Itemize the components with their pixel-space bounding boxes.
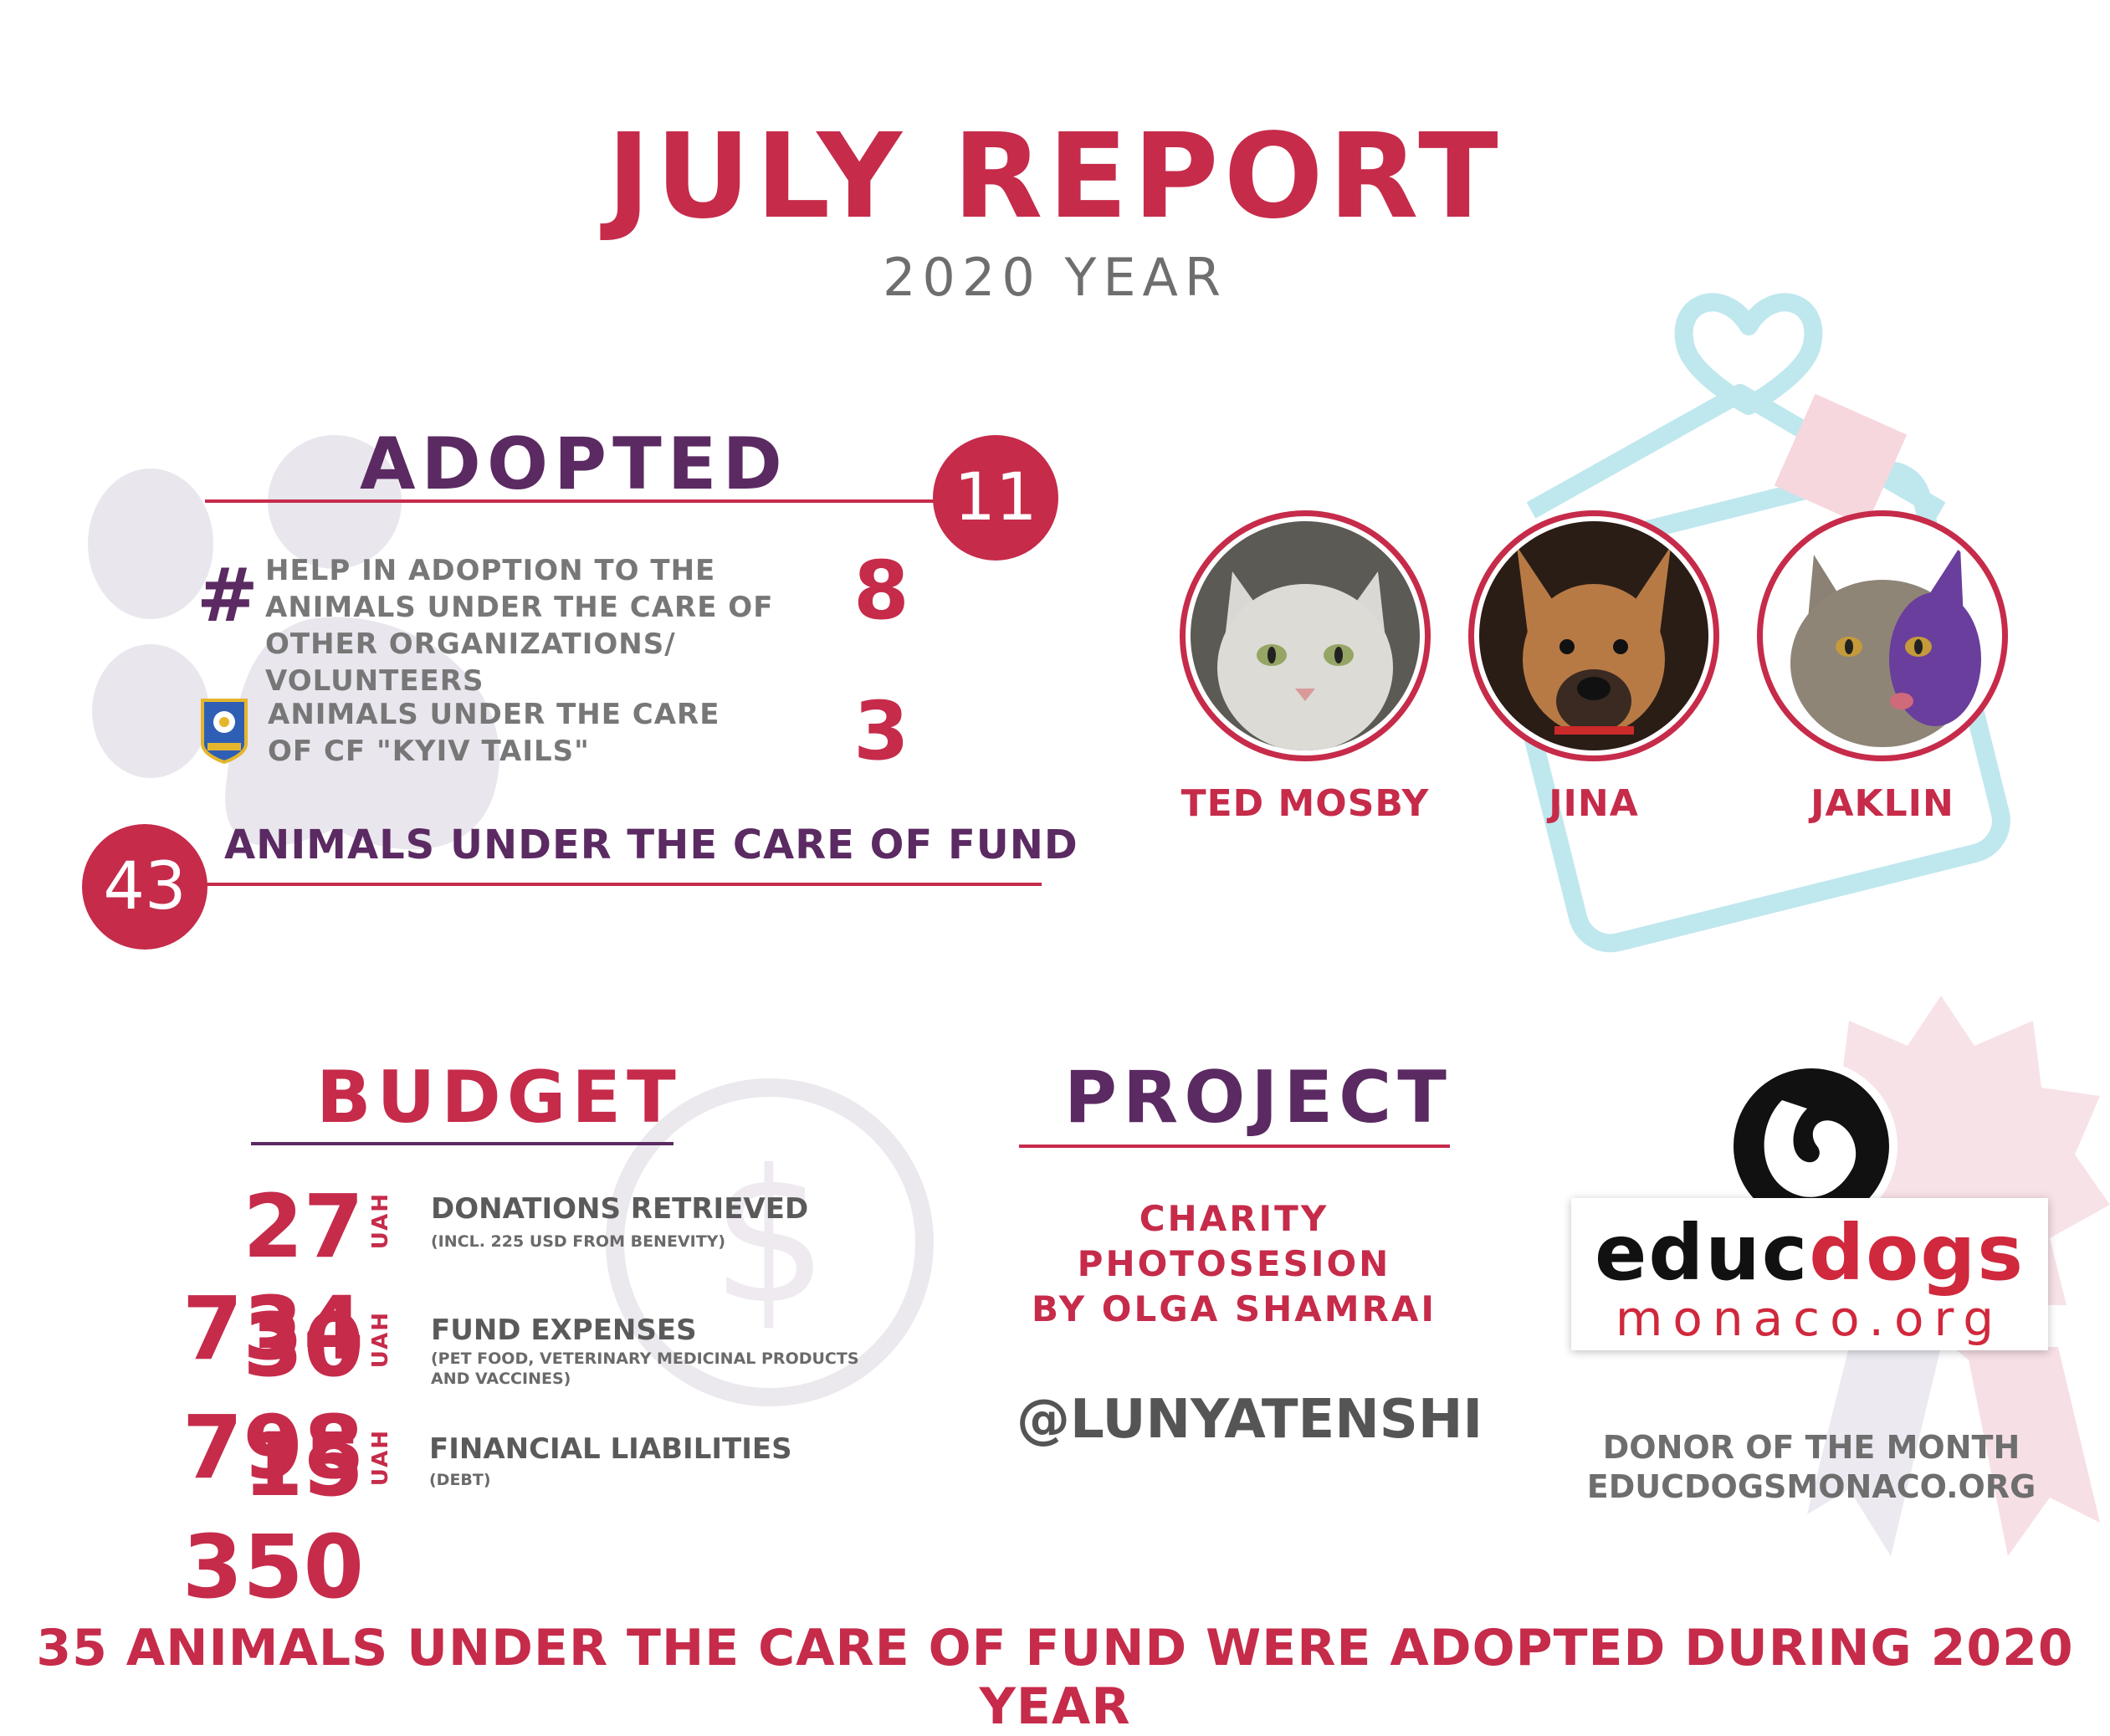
budget-heading: BUDGET [316,1056,682,1139]
budget-row-1-currency: UAH [368,1192,393,1250]
budget-row-2-amount: 30 798 [182,1294,364,1498]
care-rule [205,883,1042,886]
kyiv-tails-logo [201,699,248,764]
pet-jina-name: JINA [1549,782,1639,825]
donor-label: DONOR OF THE MONTH [1602,1429,2020,1466]
paw-print-decoration [88,435,499,850]
budget-row-1-note: (INCL. 225 USD FROM BENEVITY) [431,1232,726,1251]
coin-decoration: $ [606,1078,934,1406]
pet-jina-photo-frame [1468,510,1719,761]
adopted-item-1-text: HELP IN ADOPTION TO THE ANIMALS UNDER TH… [265,554,774,698]
adopted-item-2-value: 3 [853,684,909,778]
educdogs-dog-logo-icon [1725,1060,1897,1232]
project-heading: PROJECT [1064,1056,1452,1139]
logo-word-educ: educ [1595,1208,1810,1298]
budget-row-3-amount: 15 350 [182,1414,364,1618]
page-title: JULY REPORT [607,109,1503,245]
care-count-badge: 43 [82,824,207,950]
educdogs-logo-box: educdogs monaco.org [1571,1198,2048,1350]
adopted-heading: ADOPTED [360,422,788,506]
adopted-total-badge: 11 [933,435,1058,561]
pet-ted-mosby-photo-frame [1180,510,1431,761]
budget-row-3-note: (DEBT) [429,1471,491,1489]
pet-jaklin-name: JAKLIN [1810,782,1954,825]
budget-row-2-currency: UAH [368,1311,393,1369]
cat-photo-icon [1191,521,1420,750]
budget-row-2-label: FUND EXPENSES [431,1314,697,1347]
pet-ted-mosby-name: TED MOSBY [1180,782,1430,825]
logo-word-dogs: dogs [1809,1208,2025,1298]
budget-row-3-label: FINANCIAL LIABILITIES [429,1432,792,1466]
project-rule [1019,1145,1450,1148]
educdogs-logo-domain: monaco.org [1615,1290,2005,1347]
budget-row-3-currency: UAH [368,1429,393,1487]
adopted-item-2-text: ANIMALS UNDER THE CARE OF CF "KYIV TAILS… [268,698,720,768]
donor-site: EDUCDOGSMONACO.ORG [1586,1468,2036,1505]
page-subtitle: 2020 YEAR [882,247,1228,308]
cat-photo-icon [1768,521,1997,750]
dog-photo-icon [1479,521,1708,750]
project-line-1: CHARITY [1139,1198,1329,1239]
budget-row-1-label: DONATIONS RETRIEVED [431,1192,809,1226]
project-handle: @LUNYATENSHI [1017,1389,1483,1451]
adopted-rule [205,499,1050,503]
budget-row-1-amount: 27 734 [182,1175,364,1380]
budget-rule [251,1142,673,1145]
project-line-2: PHOTOSESION [1077,1243,1391,1284]
budget-row-2-note: (PET FOOD, VETERINARY MEDICINAL PRODUCTS… [431,1349,859,1388]
svg-text:$: $ [711,1130,828,1344]
adopted-item-1-value: 8 [853,544,909,638]
educdogs-logo-wordmark: educdogs [1571,1208,2048,1298]
care-label: ANIMALS UNDER THE CARE OF FUND [224,822,1078,868]
hash-icon: # [197,552,259,638]
pet-jaklin-photo-frame [1757,510,2008,761]
project-line-3: BY OLGA SHAMRAI [1032,1288,1437,1329]
footer-summary: 35 ANIMALS UNDER THE CARE OF FUND WERE A… [36,1619,2074,1736]
